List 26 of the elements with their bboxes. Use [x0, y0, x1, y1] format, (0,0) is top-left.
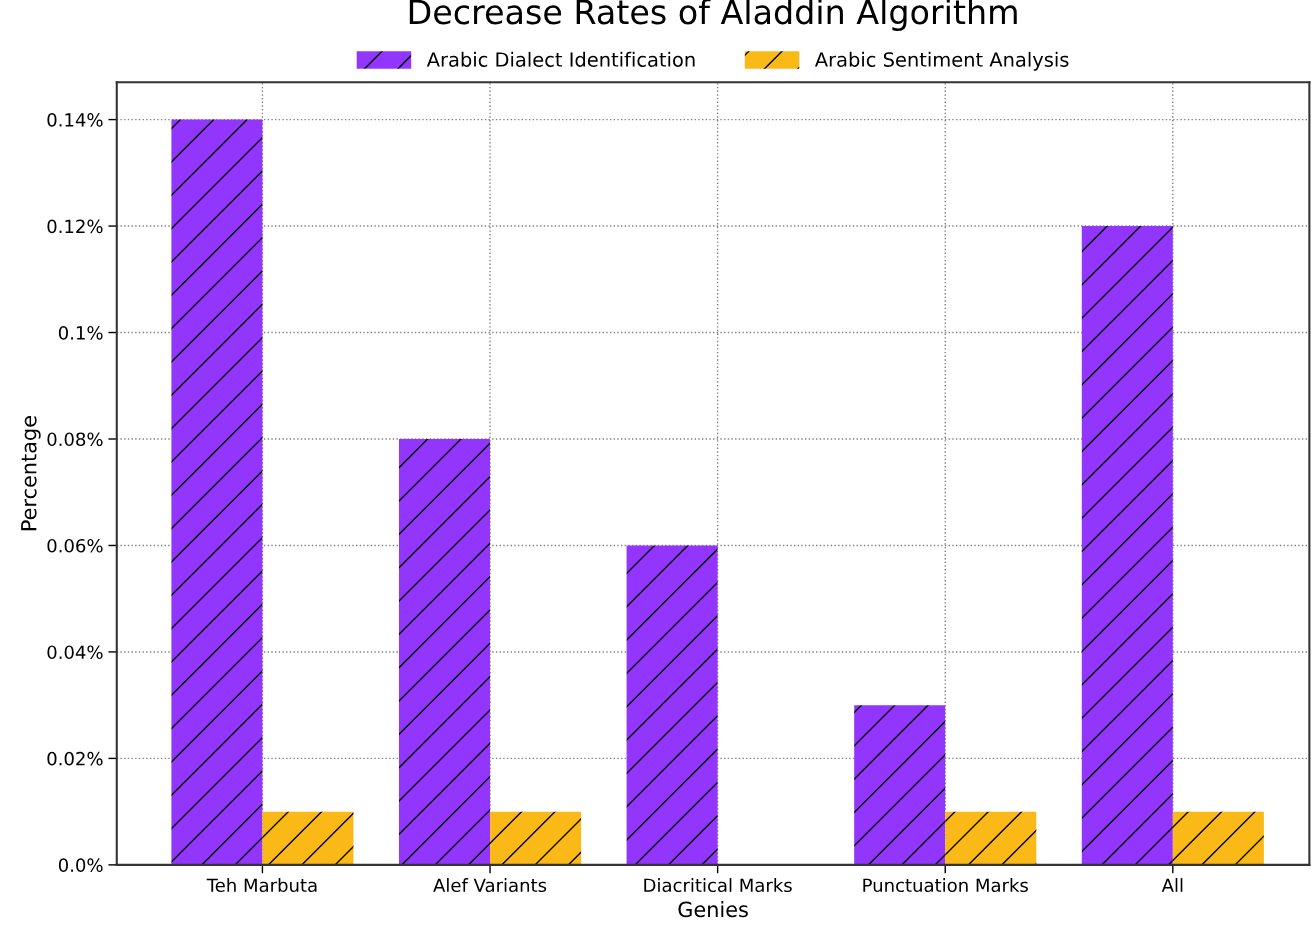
y-tick-label: 0.04%	[47, 645, 103, 660]
bar	[1172, 811, 1264, 865]
y-tick-label: 0.02%	[47, 751, 103, 766]
bar	[1081, 226, 1173, 865]
bar	[945, 811, 1037, 865]
legend-label: Arabic Sentiment Analysis	[814, 51, 1069, 71]
y-tick-label: 0.1%	[58, 325, 103, 340]
legend-label: Arabic Dialect Identification	[426, 51, 695, 67]
y-axis-title: Percentage	[21, 416, 41, 531]
x-tick-label: Teh Marbuta	[206, 878, 317, 893]
x-axis-title: Genies	[678, 901, 748, 918]
bar	[171, 119, 263, 865]
x-tick-label: All	[1161, 878, 1183, 892]
x-tick-label: Alef Variants	[433, 878, 547, 893]
y-tick-label: 0.14%	[47, 113, 103, 127]
y-tick-label: 0.06%	[47, 538, 103, 553]
bar	[490, 811, 582, 865]
x-tick-label: Punctuation Marks	[863, 878, 1028, 893]
bar	[626, 545, 718, 865]
bar	[262, 811, 354, 865]
y-tick-label: 0.08%	[47, 432, 103, 447]
bar	[398, 439, 491, 865]
y-tick-label: 0.12%	[47, 219, 103, 234]
y-tick-label: 0.0%	[58, 858, 103, 872]
bar	[854, 705, 946, 865]
x-tick-label: Diacritical Marks	[644, 878, 792, 893]
